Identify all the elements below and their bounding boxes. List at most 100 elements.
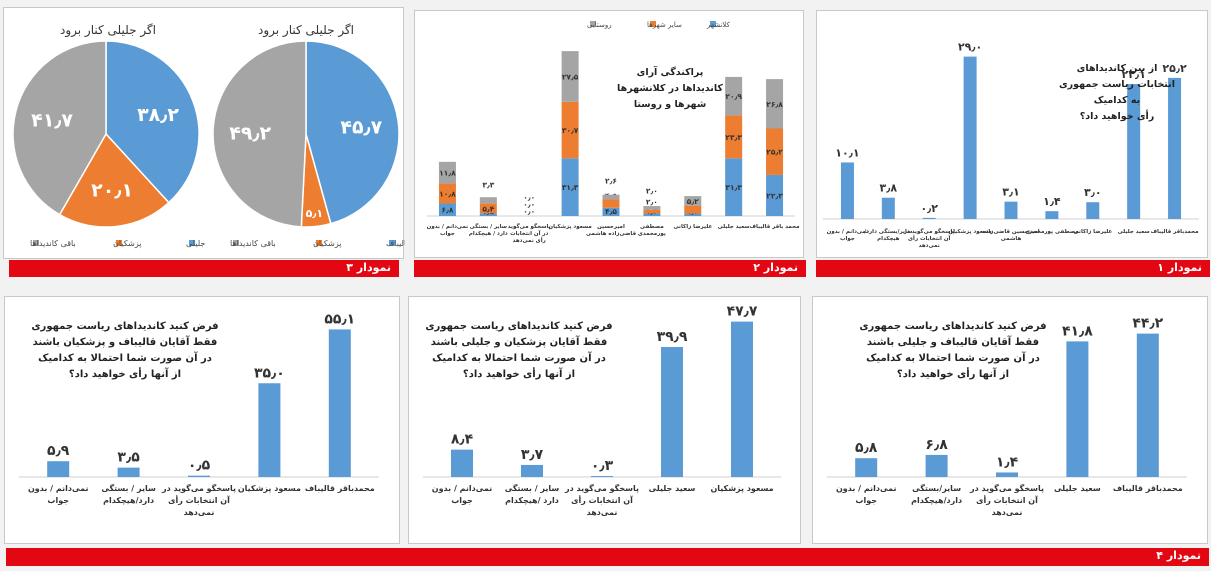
category-label: مسعود پزشکیان — [238, 484, 301, 493]
data-label: ۳٫۷ — [521, 447, 544, 463]
category-label: محمدباقر قالیباف — [1151, 229, 1199, 235]
data-label: ۰٫۳ — [591, 458, 614, 474]
legend-item: کلانشهر — [706, 21, 730, 29]
bar-segment — [643, 209, 661, 214]
data-label: ۲٫۰ — [646, 197, 658, 206]
chart-title: فقط آقایان پزشکیان و جلیلی باشند — [431, 335, 608, 348]
legend-item: روستایی — [587, 21, 612, 29]
chart3-panel: ۳۸٫۲ ۲۰٫۱ ۴۱٫۷ اگر جلیلی کنار برود جلیلی پزشک… — [3, 7, 405, 259]
bar — [996, 472, 1018, 477]
chart-title: فقط آقایان قالیباف و پزشکیان باشند — [33, 335, 218, 348]
chart4-panel-b: ۸٫۴ نمی‌دانم / بدون جواب ۳٫۷ سایر / بستگی دار… — [408, 296, 801, 544]
category-label: مسعود پزشکیان — [710, 484, 773, 493]
bar-segment — [561, 51, 579, 102]
category-label: محمدباقر قالیباف — [305, 484, 375, 493]
chart-title: اگر جلیلی کنار برود — [60, 23, 156, 38]
bar-segment — [725, 115, 743, 159]
data-label: ۳٫۰ — [1084, 186, 1102, 199]
data-label: ۵٫۹ — [47, 443, 70, 459]
data-label: ۲۵٫۲ — [766, 148, 783, 157]
data-label: ۳۰٫۷ — [562, 126, 579, 135]
bar — [1045, 211, 1059, 219]
data-label: ۲۶٫۸ — [766, 100, 783, 109]
bar — [1004, 201, 1018, 219]
bar — [840, 162, 854, 219]
category-label: مسعود پزشکیان — [948, 228, 991, 235]
chart4c-bar: ۵٫۹ نمی‌دانم / بدون جواب ۳٫۵ سایر / بستگی دار… — [19, 311, 379, 517]
data-label: ۰٫۰ — [523, 207, 535, 216]
data-label: ۳٫۱ — [1002, 186, 1020, 199]
category-label: پاسخگو می‌گوید در — [161, 483, 236, 493]
bar — [1136, 333, 1159, 477]
data-label: ۰٫۵ — [188, 458, 211, 474]
category-label: مسعود پزشکیان — [548, 223, 591, 230]
bar — [258, 383, 281, 477]
legend-item: قالیباف — [386, 239, 405, 248]
chart3-pies: ۳۸٫۲ ۲۰٫۱ ۴۱٫۷ اگر جلیلی کنار برود جلیلی پزشک… — [12, 23, 405, 248]
category-label: نمی‌دانم / بدون — [28, 484, 89, 493]
pie-slice — [212, 40, 307, 228]
category-label: سعید جلیلی — [718, 224, 750, 230]
bar-segment — [684, 205, 702, 214]
category-label: علیرضا زاکانی — [673, 223, 712, 230]
data-label: ۱۰٫۱ — [835, 146, 859, 159]
chart-title: انتخابات ریاست جمهوری — [1059, 79, 1175, 90]
data-label: ۳٫۸ — [880, 182, 898, 195]
chart-title: از آنها رأی خواهید داد؟ — [69, 367, 181, 380]
category-label: پاسخگو می‌گوید در — [969, 483, 1044, 493]
category-label: نمی‌دانم / بدون — [432, 484, 493, 493]
category-label: آن انتخابات رأی — [571, 495, 633, 505]
category-label: سایر/بستگی — [912, 483, 961, 493]
data-label: ۵۵٫۱ — [324, 311, 355, 327]
bar-segment — [561, 158, 579, 216]
data-label: ۴٫۵ — [605, 207, 617, 216]
category-label: جواب — [440, 231, 455, 237]
chart4-panel-a: ۵٫۸ نمی‌دانم / بدون جواب ۶٫۸ سایر/بستگی دارد/… — [812, 296, 1208, 544]
category-label: نمی‌دهد — [919, 243, 940, 249]
bar — [47, 461, 70, 477]
data-label: ۵٫۸ — [855, 440, 878, 456]
bar — [855, 458, 878, 477]
bar — [188, 475, 210, 477]
bar-segment — [438, 183, 456, 204]
category-label: نمی‌دهد — [184, 508, 215, 517]
bar — [1127, 84, 1141, 219]
legend-item: پزشکیان — [113, 239, 142, 248]
chart4b-bar: ۸٫۴ نمی‌دانم / بدون جواب ۳٫۷ سایر / بستگی دار… — [423, 304, 781, 517]
bar — [1086, 202, 1100, 219]
data-label: ۳۱٫۳ — [562, 183, 579, 192]
bar-segment — [438, 161, 456, 184]
data-label: ۲۲٫۳ — [766, 191, 783, 200]
category-label: جواب — [840, 236, 855, 242]
data-label: ۰٫۰ — [523, 193, 535, 202]
bar-segment — [766, 79, 784, 129]
category-label: قاضی‌زاده هاشمی — [586, 231, 637, 237]
legend-swatch — [710, 21, 716, 27]
category-label: سعید جلیلی — [1118, 229, 1150, 235]
bar-segment — [684, 196, 702, 206]
bar — [661, 347, 683, 477]
category-label: سعید جلیلی — [1054, 484, 1101, 493]
bar-segment — [479, 213, 497, 216]
category-label: امیرحسین — [597, 224, 625, 230]
bar-segment — [479, 203, 497, 214]
legend-item: سایر شهرها — [647, 21, 682, 29]
bar-segment — [438, 203, 456, 216]
bar — [963, 56, 977, 219]
chart4a-bar: ۵٫۸ نمی‌دانم / بدون جواب ۶٫۸ سایر/بستگی دارد/… — [827, 316, 1187, 517]
legend-swatch — [233, 240, 239, 246]
bar-segment — [725, 158, 743, 216]
category-label: آن انتخابات رأی — [908, 234, 950, 242]
data-label: ۵٫۱ — [306, 207, 324, 220]
chart-title: فرض کنید کاندیداهای ریاست جمهوری — [425, 321, 612, 332]
chart3-label: نمودار ۳ — [9, 260, 399, 277]
category-label: هیچکدام — [877, 235, 900, 242]
bar — [451, 449, 473, 477]
chart2-label: نمودار ۲ — [414, 260, 806, 277]
data-label: ۵٫۴ — [482, 204, 494, 213]
category-label: هاشمی — [1001, 236, 1022, 242]
chart-title: از بین کاندیداهای — [1077, 63, 1158, 74]
data-label: ۳۹٫۹ — [657, 329, 688, 345]
category-label: در آن انتخابات — [510, 229, 548, 237]
